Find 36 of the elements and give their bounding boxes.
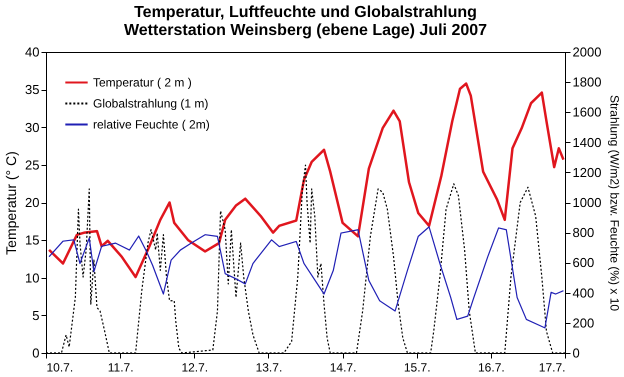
x-tick-label: 14.7.	[330, 360, 356, 374]
y-tick-label: 35	[25, 82, 40, 98]
y2-tick-label: 2000	[572, 44, 602, 60]
y2-tick-label: 600	[572, 255, 594, 270]
y2-tick-label: 800	[572, 225, 594, 240]
y2-tick-label: 1200	[572, 164, 602, 180]
x-tick-label: 17.7.	[538, 360, 566, 374]
y2-tick-label: 1400	[572, 134, 602, 150]
x-tick-label: 13.7.	[256, 360, 282, 374]
y-tick-label: 40	[25, 44, 40, 60]
legend-label: relative Feuchte ( 2m)	[93, 118, 210, 132]
y2-tick-label: 1800	[572, 74, 602, 90]
y-tick-label: 20	[25, 195, 40, 210]
y-axis-title: Temperatur (° C)	[3, 151, 20, 255]
chart-title: Temperatur, Luftfeuchte und Globalstrahlung	[134, 4, 477, 21]
y2-tick-label: 200	[572, 315, 594, 330]
y-tick-label: 0	[32, 346, 40, 360]
x-tick-label: 10.7.	[46, 360, 74, 374]
y2-tick-label: 400	[572, 285, 594, 300]
y2-axis-title: Strahlung (W/m2) bzw. Feuchte (%) x 10	[607, 94, 622, 312]
y-tick-label: 5	[32, 308, 40, 323]
y-tick-label: 10	[25, 270, 40, 286]
legend-label: Temperatur ( 2 m )	[93, 76, 192, 90]
line-series	[48, 226, 564, 328]
y2-tick-label: 0	[572, 346, 580, 360]
x-tick-label: 12.7.	[181, 360, 208, 374]
chart-subtitle: Wetterstation Weinsberg (ebene Lage) Juli 2007	[124, 22, 488, 39]
x-tick-label: 16.7.	[478, 360, 505, 374]
y-tick-label: 30	[25, 120, 40, 135]
x-tick-label: 15.7.	[404, 360, 431, 374]
y2-tick-label: 1600	[572, 104, 602, 120]
x-tick-label: 11.7.	[108, 360, 134, 374]
legend-label: Globalstrahlung (1 m)	[93, 96, 208, 110]
y-tick-label: 25	[25, 157, 40, 172]
y2-tick-label: 1000	[572, 195, 602, 210]
y-tick-label: 15	[25, 232, 40, 248]
